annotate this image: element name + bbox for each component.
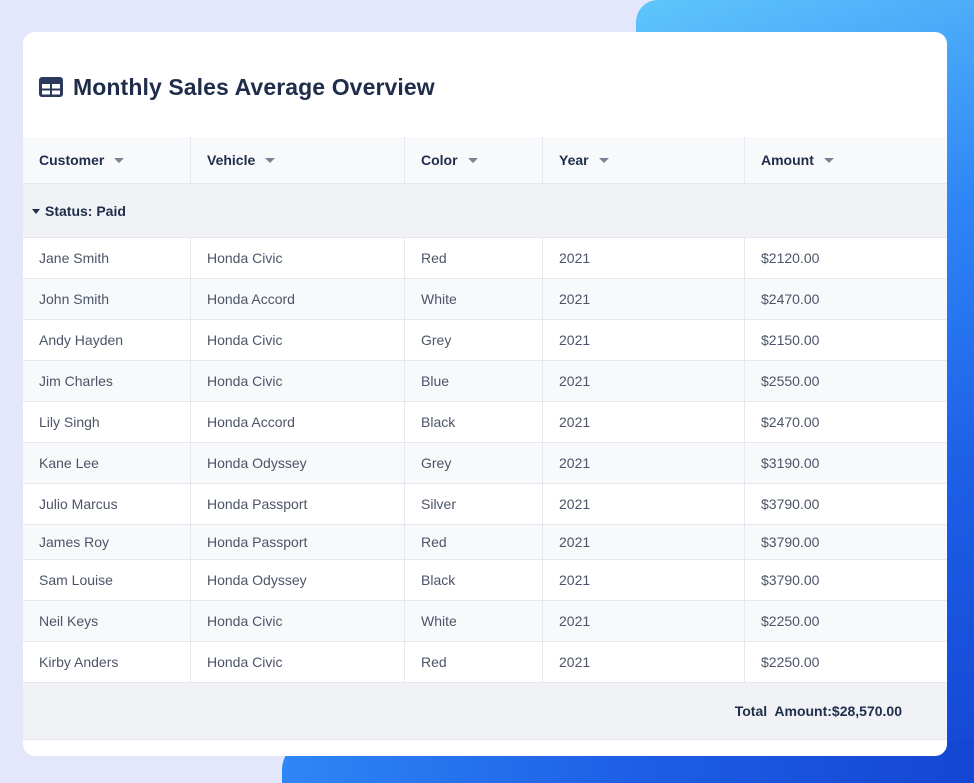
column-header-year[interactable]: Year — [543, 137, 745, 183]
cell-color: Grey — [405, 320, 543, 360]
table-row[interactable]: Sam Louise Honda Odyssey Black 2021 $3790.00 — [23, 560, 947, 601]
column-header-amount[interactable]: Amount — [745, 137, 947, 183]
footer-row: Total Amount:$28,570.00 — [23, 683, 947, 740]
cell-year: 2021 — [543, 279, 745, 319]
cell-color: Red — [405, 525, 543, 559]
table-row[interactable]: Neil Keys Honda Civic White 2021 $2250.00 — [23, 601, 947, 642]
sort-caret-icon[interactable] — [823, 157, 834, 163]
cell-amount: $2470.00 — [761, 414, 820, 430]
cell-color: Blue — [405, 361, 543, 401]
cell-vehicle: Honda Odyssey — [191, 443, 405, 483]
table-row[interactable]: Andy Hayden Honda Civic Grey 2021 $2150.00 — [23, 320, 947, 361]
sort-caret-icon[interactable] — [114, 157, 125, 163]
cell-customer: John Smith — [23, 279, 191, 319]
cell-color: Grey — [405, 443, 543, 483]
table-row[interactable]: Kane Lee Honda Odyssey Grey 2021 $3190.00 — [23, 443, 947, 484]
cell-year: 2021 — [543, 484, 745, 524]
cell-amount: $2150.00 — [761, 332, 820, 348]
cell-customer: Sam Louise — [23, 560, 191, 600]
title-row: Monthly Sales Average Overview — [39, 72, 435, 102]
group-row-status-paid[interactable]: Status: Paid — [23, 184, 947, 238]
group-label: Status: Paid — [45, 202, 126, 219]
cell-customer: Neil Keys — [23, 601, 191, 641]
column-header-customer[interactable]: Customer — [23, 137, 191, 183]
cell-color: White — [405, 601, 543, 641]
cell-year: 2021 — [543, 443, 745, 483]
cell-customer: Jane Smith — [23, 238, 191, 278]
cell-vehicle: Honda Civic — [191, 642, 405, 682]
page-title: Monthly Sales Average Overview — [73, 73, 435, 100]
cell-color: Red — [405, 238, 543, 278]
table-row[interactable]: James Roy Honda Passport Red 2021 $3790.00 — [23, 525, 947, 560]
cell-amount: $3790.00 — [761, 496, 820, 512]
table-row[interactable]: Kirby Anders Honda Civic Red 2021 $2250.00 — [23, 642, 947, 683]
column-header-color[interactable]: Color — [405, 137, 543, 183]
cell-amount: $3790.00 — [761, 572, 820, 588]
cell-amount: $2550.00 — [761, 373, 820, 389]
cell-year: 2021 — [543, 361, 745, 401]
collapse-triangle-icon[interactable] — [32, 208, 40, 214]
data-grid: Customer Vehicle Color Year Amount Statu… — [23, 137, 947, 740]
cell-vehicle: Honda Civic — [191, 320, 405, 360]
cell-color: Silver — [405, 484, 543, 524]
cell-year: 2021 — [543, 238, 745, 278]
cell-amount: $2250.00 — [761, 654, 820, 670]
cell-amount: $3190.00 — [761, 455, 820, 471]
sort-caret-icon[interactable] — [467, 157, 478, 163]
table-row[interactable]: Jane Smith Honda Civic Red 2021 $2120.00 — [23, 238, 947, 279]
cell-year: 2021 — [543, 642, 745, 682]
cell-customer: Lily Singh — [23, 402, 191, 442]
cell-vehicle: Honda Accord — [191, 402, 405, 442]
cell-year: 2021 — [543, 402, 745, 442]
cell-customer: Jim Charles — [23, 361, 191, 401]
table-row[interactable]: Lily Singh Honda Accord Black 2021 $2470.00 — [23, 402, 947, 443]
cell-vehicle: Honda Passport — [191, 525, 405, 559]
sales-card: Monthly Sales Average Overview Customer … — [23, 32, 947, 756]
sort-caret-icon[interactable] — [598, 157, 609, 163]
cell-customer: Kirby Anders — [23, 642, 191, 682]
cell-amount: $2250.00 — [761, 613, 820, 629]
cell-vehicle: Honda Odyssey — [191, 560, 405, 600]
cell-customer: James Roy — [23, 525, 191, 559]
cell-color: White — [405, 279, 543, 319]
cell-year: 2021 — [543, 601, 745, 641]
column-header-vehicle[interactable]: Vehicle — [191, 137, 405, 183]
cell-customer: Andy Hayden — [23, 320, 191, 360]
cell-year: 2021 — [543, 525, 745, 559]
cell-year: 2021 — [543, 560, 745, 600]
cell-vehicle: Honda Civic — [191, 238, 405, 278]
cell-vehicle: Honda Civic — [191, 361, 405, 401]
table-row[interactable]: Julio Marcus Honda Passport Silver 2021 $379… — [23, 484, 947, 525]
cell-vehicle: Honda Civic — [191, 601, 405, 641]
cell-amount: $2120.00 — [761, 250, 820, 266]
cell-customer: Julio Marcus — [23, 484, 191, 524]
cell-amount: $3790.00 — [761, 534, 820, 550]
table-icon — [39, 77, 63, 97]
cell-customer: Kane Lee — [23, 443, 191, 483]
cell-year: 2021 — [543, 320, 745, 360]
cell-vehicle: Honda Accord — [191, 279, 405, 319]
cell-color: Black — [405, 402, 543, 442]
table-row[interactable]: John Smith Honda Accord White 2021 $2470.00 — [23, 279, 947, 320]
cell-vehicle: Honda Passport — [191, 484, 405, 524]
table-body: Jane Smith Honda Civic Red 2021 $2120.00 John… — [23, 238, 947, 683]
header-row: Customer Vehicle Color Year Amount — [23, 137, 947, 184]
sort-caret-icon[interactable] — [265, 157, 276, 163]
cell-color: Red — [405, 642, 543, 682]
cell-color: Black — [405, 560, 543, 600]
total-amount: Total Amount:$28,570.00 — [734, 703, 902, 719]
cell-amount: $2470.00 — [761, 291, 820, 307]
table-row[interactable]: Jim Charles Honda Civic Blue 2021 $2550.00 — [23, 361, 947, 402]
